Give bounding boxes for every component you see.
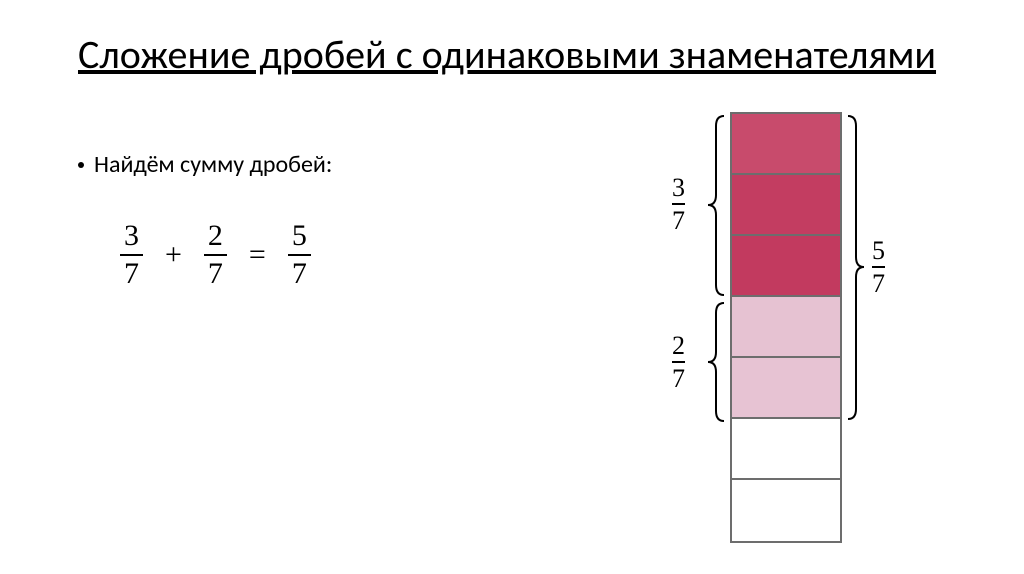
fraction-cell bbox=[732, 114, 840, 175]
fraction-cells bbox=[730, 112, 842, 543]
fraction-cell bbox=[732, 358, 840, 419]
label-2-7-num: 2 bbox=[672, 332, 685, 359]
fraction-cell bbox=[732, 175, 840, 236]
fraction-1-den: 7 bbox=[124, 258, 139, 290]
fraction-1: 3 7 bbox=[120, 220, 143, 289]
fraction-3-num: 5 bbox=[288, 220, 311, 252]
brace-left-bottom bbox=[706, 301, 726, 423]
label-5-7-den: 7 bbox=[872, 270, 885, 297]
bullet-text: Найдём сумму дробей: bbox=[94, 150, 332, 179]
fraction-bar bbox=[204, 254, 227, 256]
fraction-3-den: 7 bbox=[292, 258, 307, 290]
equation: 3 7 + 2 7 = 5 7 bbox=[120, 220, 311, 289]
fraction-bar bbox=[288, 254, 311, 256]
label-5-7: 5 7 bbox=[872, 237, 885, 298]
label-2-7: 2 7 bbox=[672, 332, 685, 393]
label-3-7: 3 7 bbox=[672, 174, 685, 235]
brace-right bbox=[846, 114, 866, 421]
fraction-2-den: 7 bbox=[208, 258, 223, 290]
fraction-1-num: 3 bbox=[120, 220, 143, 252]
fraction-3: 5 7 bbox=[288, 220, 311, 289]
brace-left-top bbox=[706, 114, 726, 297]
bullet-dot bbox=[78, 162, 84, 168]
operator-equals: = bbox=[249, 238, 266, 272]
fraction-cell bbox=[732, 297, 840, 358]
fraction-diagram: 3 7 2 7 5 7 bbox=[600, 112, 980, 562]
label-2-7-den: 7 bbox=[672, 365, 685, 392]
label-5-7-num: 5 bbox=[872, 237, 885, 264]
fraction-2: 2 7 bbox=[204, 220, 227, 289]
operator-plus: + bbox=[165, 238, 182, 272]
fraction-bar bbox=[672, 361, 685, 363]
fraction-bar bbox=[672, 203, 685, 205]
bullet-line: Найдём сумму дробей: bbox=[78, 150, 332, 179]
label-3-7-num: 3 bbox=[672, 174, 685, 201]
fraction-cell bbox=[732, 480, 840, 541]
fraction-2-num: 2 bbox=[204, 220, 227, 252]
fraction-bar bbox=[120, 254, 143, 256]
fraction-bar bbox=[872, 266, 885, 268]
fraction-cell bbox=[732, 236, 840, 297]
label-3-7-den: 7 bbox=[672, 207, 685, 234]
page-title: Сложение дробей с одинаковыми знаменател… bbox=[78, 30, 936, 80]
fraction-cell bbox=[732, 419, 840, 480]
